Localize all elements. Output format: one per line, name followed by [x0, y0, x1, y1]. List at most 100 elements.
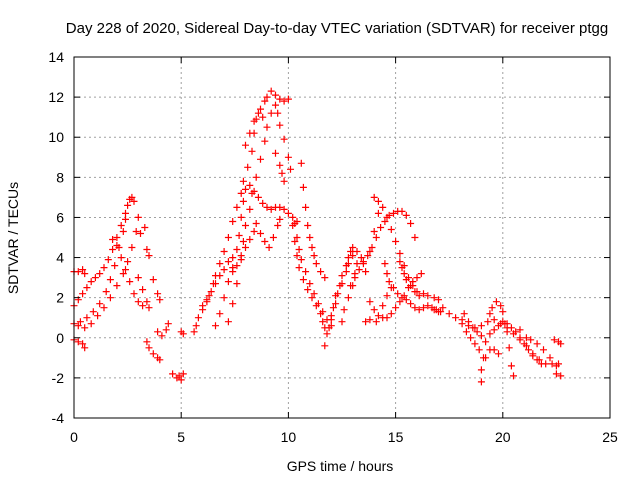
data-point: [124, 201, 132, 209]
data-point: [276, 161, 284, 169]
data-point: [162, 326, 170, 334]
data-point: [109, 246, 117, 253]
data-point: [272, 149, 279, 157]
data-point: [242, 222, 249, 229]
data-point: [490, 316, 498, 324]
data-point: [122, 215, 129, 223]
data-point: [76, 318, 84, 326]
data-point: [280, 177, 288, 185]
data-point: [383, 292, 391, 300]
data-point: [130, 290, 138, 298]
data-point: [312, 260, 320, 268]
data-point: [439, 304, 447, 312]
data-point: [126, 278, 134, 286]
data-point: [370, 306, 378, 314]
y-tick-label: 8: [56, 169, 64, 185]
data-point: [398, 207, 406, 215]
data-point: [233, 280, 241, 288]
data-point: [546, 354, 554, 362]
data-point: [233, 246, 241, 253]
data-point: [490, 346, 498, 354]
data-point: [344, 254, 352, 262]
data-point: [398, 264, 406, 272]
data-point: [289, 213, 297, 221]
data-point: [139, 286, 147, 294]
data-point: [128, 244, 136, 251]
y-axis-label: SDTVAR / TECUs: [5, 182, 21, 294]
plot-frame: [73, 56, 611, 419]
data-point: [246, 129, 254, 137]
data-point: [359, 258, 367, 266]
data-point: [355, 266, 363, 274]
data-point: [100, 264, 108, 272]
data-point: [507, 362, 515, 370]
data-point: [332, 300, 340, 308]
data-point: [143, 338, 151, 346]
data-point: [557, 372, 565, 380]
data-point: [216, 272, 224, 280]
data-point: [79, 290, 87, 298]
data-point: [548, 360, 556, 368]
data-point: [229, 300, 237, 308]
data-point: [312, 302, 320, 310]
data-point: [132, 228, 140, 235]
data-point: [89, 308, 97, 316]
data-point: [366, 298, 374, 306]
data-point: [284, 95, 292, 103]
data-point: [199, 302, 207, 310]
data-point: [413, 274, 421, 282]
data-point: [527, 336, 535, 344]
data-point: [117, 254, 125, 262]
y-tick-label: 6: [56, 209, 64, 225]
data-point: [516, 334, 524, 342]
data-point: [297, 256, 305, 264]
data-point: [525, 346, 532, 354]
data-point: [400, 292, 408, 300]
data-point: [334, 290, 342, 298]
data-point: [392, 304, 400, 312]
y-tick-label: 10: [48, 129, 64, 145]
data-point: [81, 344, 89, 352]
data-point: [216, 260, 224, 268]
data-point: [533, 340, 541, 348]
data-point: [122, 209, 129, 217]
data-point: [338, 280, 346, 288]
x-tick-label: 20: [495, 429, 511, 445]
data-point: [430, 294, 438, 302]
data-point: [134, 274, 142, 282]
data-point: [246, 205, 254, 213]
data-point: [405, 284, 412, 292]
data-point: [239, 197, 247, 205]
data-point: [372, 318, 380, 326]
data-point: [420, 304, 427, 312]
data-point: [81, 324, 89, 332]
data-point: [212, 280, 219, 288]
data-point: [396, 298, 404, 306]
data-point: [392, 238, 400, 245]
data-point: [499, 308, 507, 316]
data-point: [276, 203, 284, 211]
data-point: [420, 290, 427, 298]
data-point: [477, 322, 485, 330]
data-point: [267, 87, 275, 95]
grid-lines: [74, 57, 610, 418]
data-point: [96, 270, 104, 278]
data-point: [242, 244, 249, 251]
data-point: [272, 91, 279, 99]
data-point: [387, 310, 395, 318]
data-point: [310, 290, 318, 298]
data-point: [533, 356, 541, 364]
data-point: [340, 306, 348, 314]
data-point: [109, 236, 117, 243]
data-point: [370, 193, 378, 201]
data-point: [220, 248, 228, 255]
data-point: [512, 328, 520, 336]
data-point: [349, 244, 357, 251]
axis-ticks: 0 5 10 15 20 25 -4 -2 0 2 4 6 8 10 12 14: [48, 49, 618, 445]
data-point: [263, 123, 271, 131]
data-point: [383, 213, 391, 221]
data-point: [304, 222, 312, 229]
data-point: [302, 203, 310, 211]
data-point: [471, 340, 479, 348]
data-point: [284, 209, 292, 217]
